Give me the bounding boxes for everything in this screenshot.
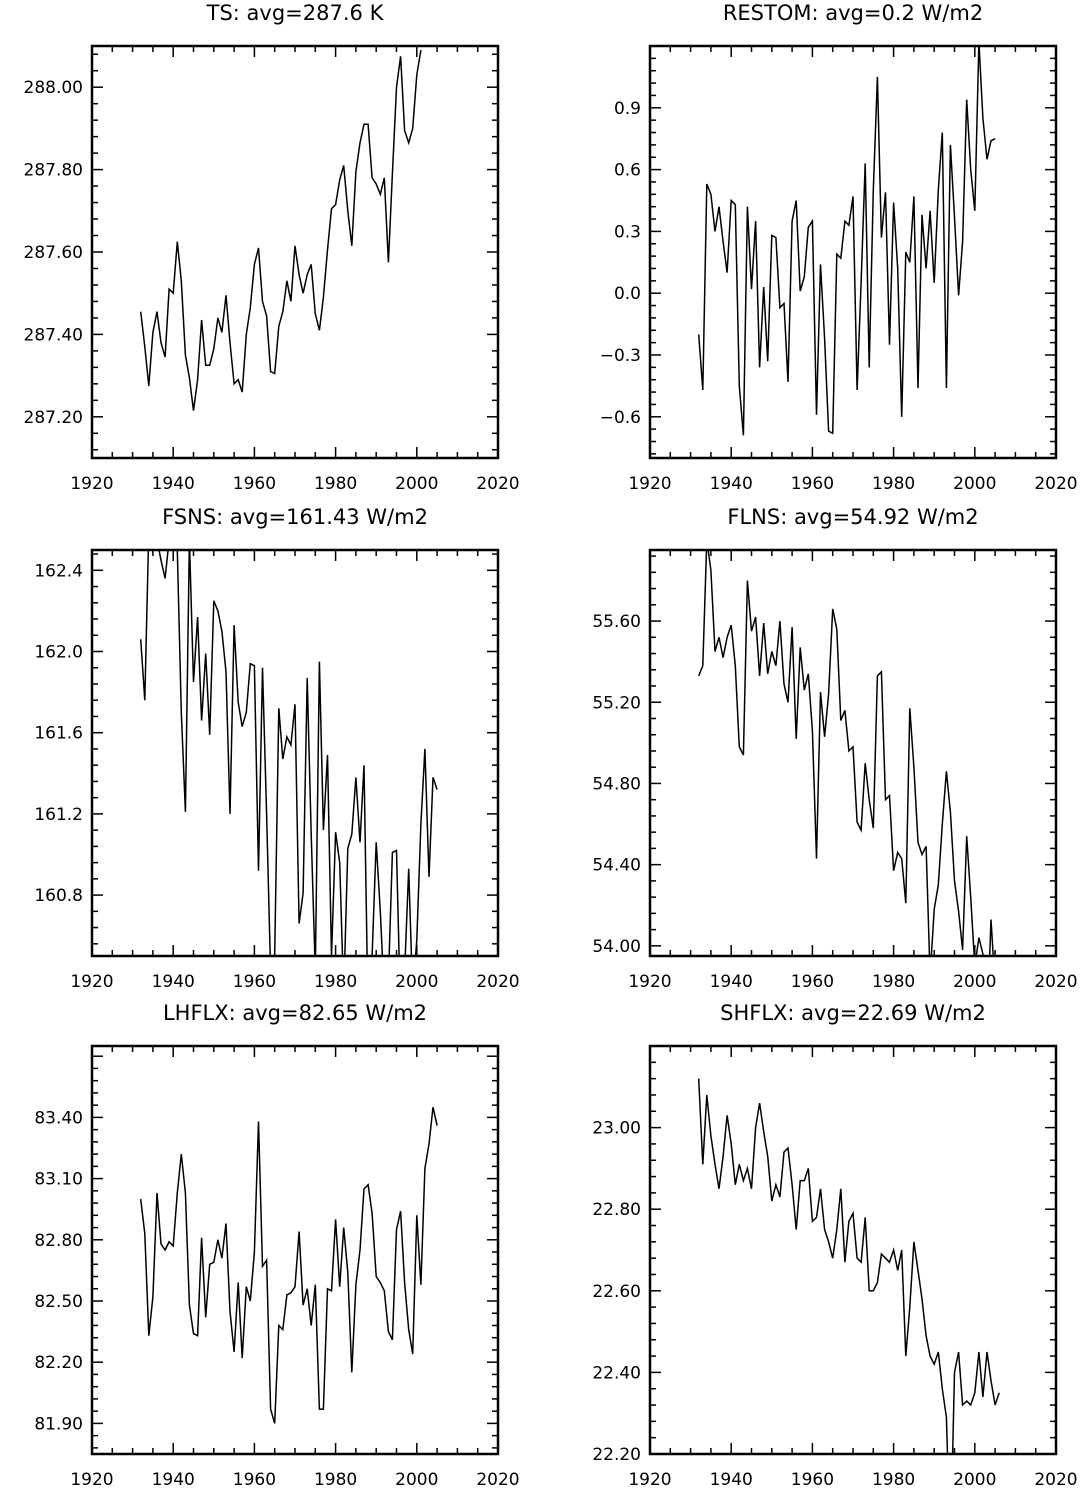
x-tick-label: 1920: [70, 1470, 113, 1490]
x-tick-label: 1920: [628, 1470, 671, 1490]
chart-panel-2: RESTOM: avg=0.2 W/m2 1920 1940 1960 1980 2000…: [600, 1, 1078, 494]
x-tick-label: 2020: [476, 1470, 519, 1490]
y-tick-label: 82.80: [34, 1231, 83, 1251]
y-tick-label: 22.20: [592, 1445, 641, 1465]
chart-panel-4: FLNS: avg=54.92 W/m2 1920 1940 1960 1980 2000…: [592, 505, 1077, 992]
y-tick-label: 160.8: [34, 886, 83, 906]
x-tick-label: 1920: [70, 474, 113, 494]
y-tick-label: 288.00: [24, 78, 83, 98]
y-tick-label: 23.00: [592, 1119, 641, 1139]
x-tick-label: 1940: [710, 474, 753, 494]
y-tick-label: 162.0: [34, 643, 83, 663]
x-tick-label: 2020: [1034, 972, 1077, 992]
x-tick-label: 2000: [953, 1470, 996, 1490]
x-tick-label: 1960: [791, 1470, 834, 1490]
data-series-line: [698, 550, 994, 956]
chart-panel-5: LHFLX: avg=82.65 W/m2 1920 1940 1960 1980 200…: [34, 1001, 519, 1490]
x-tick-label: 2020: [1034, 474, 1077, 494]
x-tick-label: 1980: [872, 1470, 915, 1490]
x-tick-label: 1980: [314, 474, 357, 494]
data-series-line: [697, 46, 996, 436]
x-tick-label: 1980: [872, 474, 915, 494]
y-tick-label: 287.40: [24, 325, 83, 345]
y-tick-label: 82.20: [34, 1353, 83, 1373]
y-tick-label: 83.40: [34, 1108, 83, 1128]
plot-frame: [648, 1044, 1058, 1456]
chart-panel-3: FSNS: avg=161.43 W/m2 1920 1940 1960 1980 200…: [34, 505, 519, 992]
x-tick-label: 1940: [152, 474, 195, 494]
y-tick-label: 287.80: [24, 161, 83, 181]
plot-frame: [648, 44, 1058, 460]
x-tick-label: 2000: [395, 474, 438, 494]
y-tick-label: 0.0: [614, 284, 641, 304]
y-tick-label: 54.80: [592, 774, 641, 794]
x-tick-label: 1960: [233, 972, 276, 992]
chart-title: RESTOM: avg=0.2 W/m2: [723, 1, 983, 25]
x-tick-label: 2020: [476, 972, 519, 992]
data-series-line: [139, 49, 422, 411]
y-tick-label: 0.6: [614, 161, 641, 181]
chart-title: TS: avg=287.6 K: [206, 1, 385, 25]
chart-title: FSNS: avg=161.43 W/m2: [162, 505, 428, 529]
y-tick-label: 22.80: [592, 1200, 641, 1220]
chart-title: SHFLX: avg=22.69 W/m2: [720, 1001, 986, 1025]
y-tick-label: −0.6: [600, 408, 641, 428]
data-series-line: [139, 1107, 438, 1424]
x-tick-label: 2020: [1034, 1470, 1077, 1490]
x-tick-label: 2000: [395, 1470, 438, 1490]
x-tick-label: 2000: [953, 474, 996, 494]
y-tick-label: 55.60: [592, 612, 641, 632]
y-tick-label: 0.9: [614, 99, 641, 119]
plot-frame: [90, 548, 500, 958]
y-tick-label: 82.50: [34, 1292, 83, 1312]
x-tick-label: 1960: [791, 474, 834, 494]
x-tick-label: 1940: [152, 1470, 195, 1490]
y-tick-label: 54.00: [592, 937, 641, 957]
y-tick-label: 22.40: [592, 1363, 641, 1383]
x-tick-label: 1960: [233, 474, 276, 494]
y-tick-label: 22.60: [592, 1282, 641, 1302]
chart-panel-1: TS: avg=287.6 K 1920 1940 1960 1980 2000 2020 2…: [24, 1, 520, 494]
x-tick-label: 1960: [791, 972, 834, 992]
chart-title: FLNS: avg=54.92 W/m2: [727, 505, 978, 529]
y-tick-label: 54.40: [592, 856, 641, 876]
x-tick-label: 1980: [314, 972, 357, 992]
x-tick-label: 1920: [628, 474, 671, 494]
chart-title: LHFLX: avg=82.65 W/m2: [163, 1001, 427, 1025]
y-tick-label: 287.20: [24, 408, 83, 428]
x-tick-label: 1920: [70, 972, 113, 992]
x-tick-label: 2000: [395, 972, 438, 992]
data-series-line: [697, 1078, 1000, 1454]
y-tick-label: 55.20: [592, 693, 641, 713]
data-series-line: [139, 550, 438, 956]
y-tick-label: 287.60: [24, 243, 83, 263]
x-tick-label: 2000: [953, 972, 996, 992]
y-tick-label: 161.6: [34, 724, 83, 744]
x-tick-label: 1920: [628, 972, 671, 992]
x-tick-label: 1980: [314, 1470, 357, 1490]
y-tick-label: 81.90: [34, 1414, 83, 1434]
x-tick-label: 1940: [710, 1470, 753, 1490]
y-tick-label: 161.2: [34, 805, 83, 825]
chart-panel-6: SHFLX: avg=22.69 W/m2 1920 1940 1960 1980 200…: [592, 1001, 1077, 1490]
y-tick-label: 162.4: [34, 561, 83, 581]
y-tick-label: −0.3: [600, 346, 641, 366]
y-tick-label: 0.3: [614, 222, 641, 242]
x-tick-label: 1940: [710, 972, 753, 992]
plot-frame: [90, 1044, 500, 1456]
x-tick-label: 2020: [476, 474, 519, 494]
y-tick-label: 83.10: [34, 1170, 83, 1190]
x-tick-label: 1940: [152, 972, 195, 992]
x-tick-label: 1980: [872, 972, 915, 992]
x-tick-label: 1960: [233, 1470, 276, 1490]
